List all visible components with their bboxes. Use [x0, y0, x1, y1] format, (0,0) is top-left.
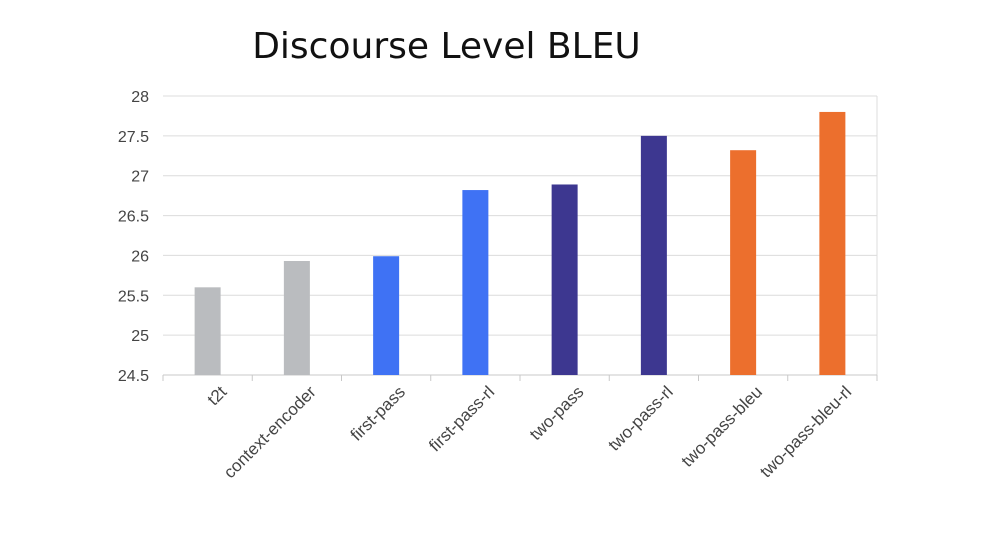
x-tick-label: first-pass [347, 382, 409, 444]
y-axis-ticks: 24.5 25 25.5 26 26.5 27 27.5 28 [118, 89, 149, 385]
bar-first-pass [373, 256, 400, 375]
bars [194, 111, 846, 375]
bar-context-encoder [283, 261, 310, 375]
bar-two-pass-bleu [730, 150, 757, 375]
y-tick-label: 26.5 [118, 209, 149, 226]
y-tick-label: 25 [131, 328, 149, 345]
x-tick-label: two-pass [526, 382, 588, 444]
y-tick-label: 24.5 [118, 368, 149, 385]
axes [162, 96, 878, 381]
bar-two-pass-rl [640, 135, 667, 375]
x-tick-label: two-pass-rl [604, 382, 676, 454]
bar-two-pass [551, 184, 578, 375]
chart-title: Discourse Level BLEU [252, 26, 641, 67]
y-tick-label: 25.5 [118, 288, 149, 305]
gridlines [163, 95, 877, 376]
x-tick-label: context-encoder [220, 382, 320, 482]
y-tick-label: 28 [131, 89, 149, 106]
bar-first-pass-rl [462, 190, 489, 375]
bar-two-pass-bleu-rl [819, 111, 846, 375]
bar-t2t [194, 287, 221, 375]
x-tick-label: two-pass-bleu [678, 382, 766, 470]
y-tick-label: 26 [131, 248, 149, 265]
y-tick-label: 27.5 [118, 129, 149, 146]
y-tick-label: 27 [131, 169, 149, 186]
x-tick-label: two-pass-bleu-rl [756, 382, 855, 481]
x-tick-label: first-pass-rl [425, 382, 498, 455]
x-tick-label: t2t [204, 382, 231, 409]
